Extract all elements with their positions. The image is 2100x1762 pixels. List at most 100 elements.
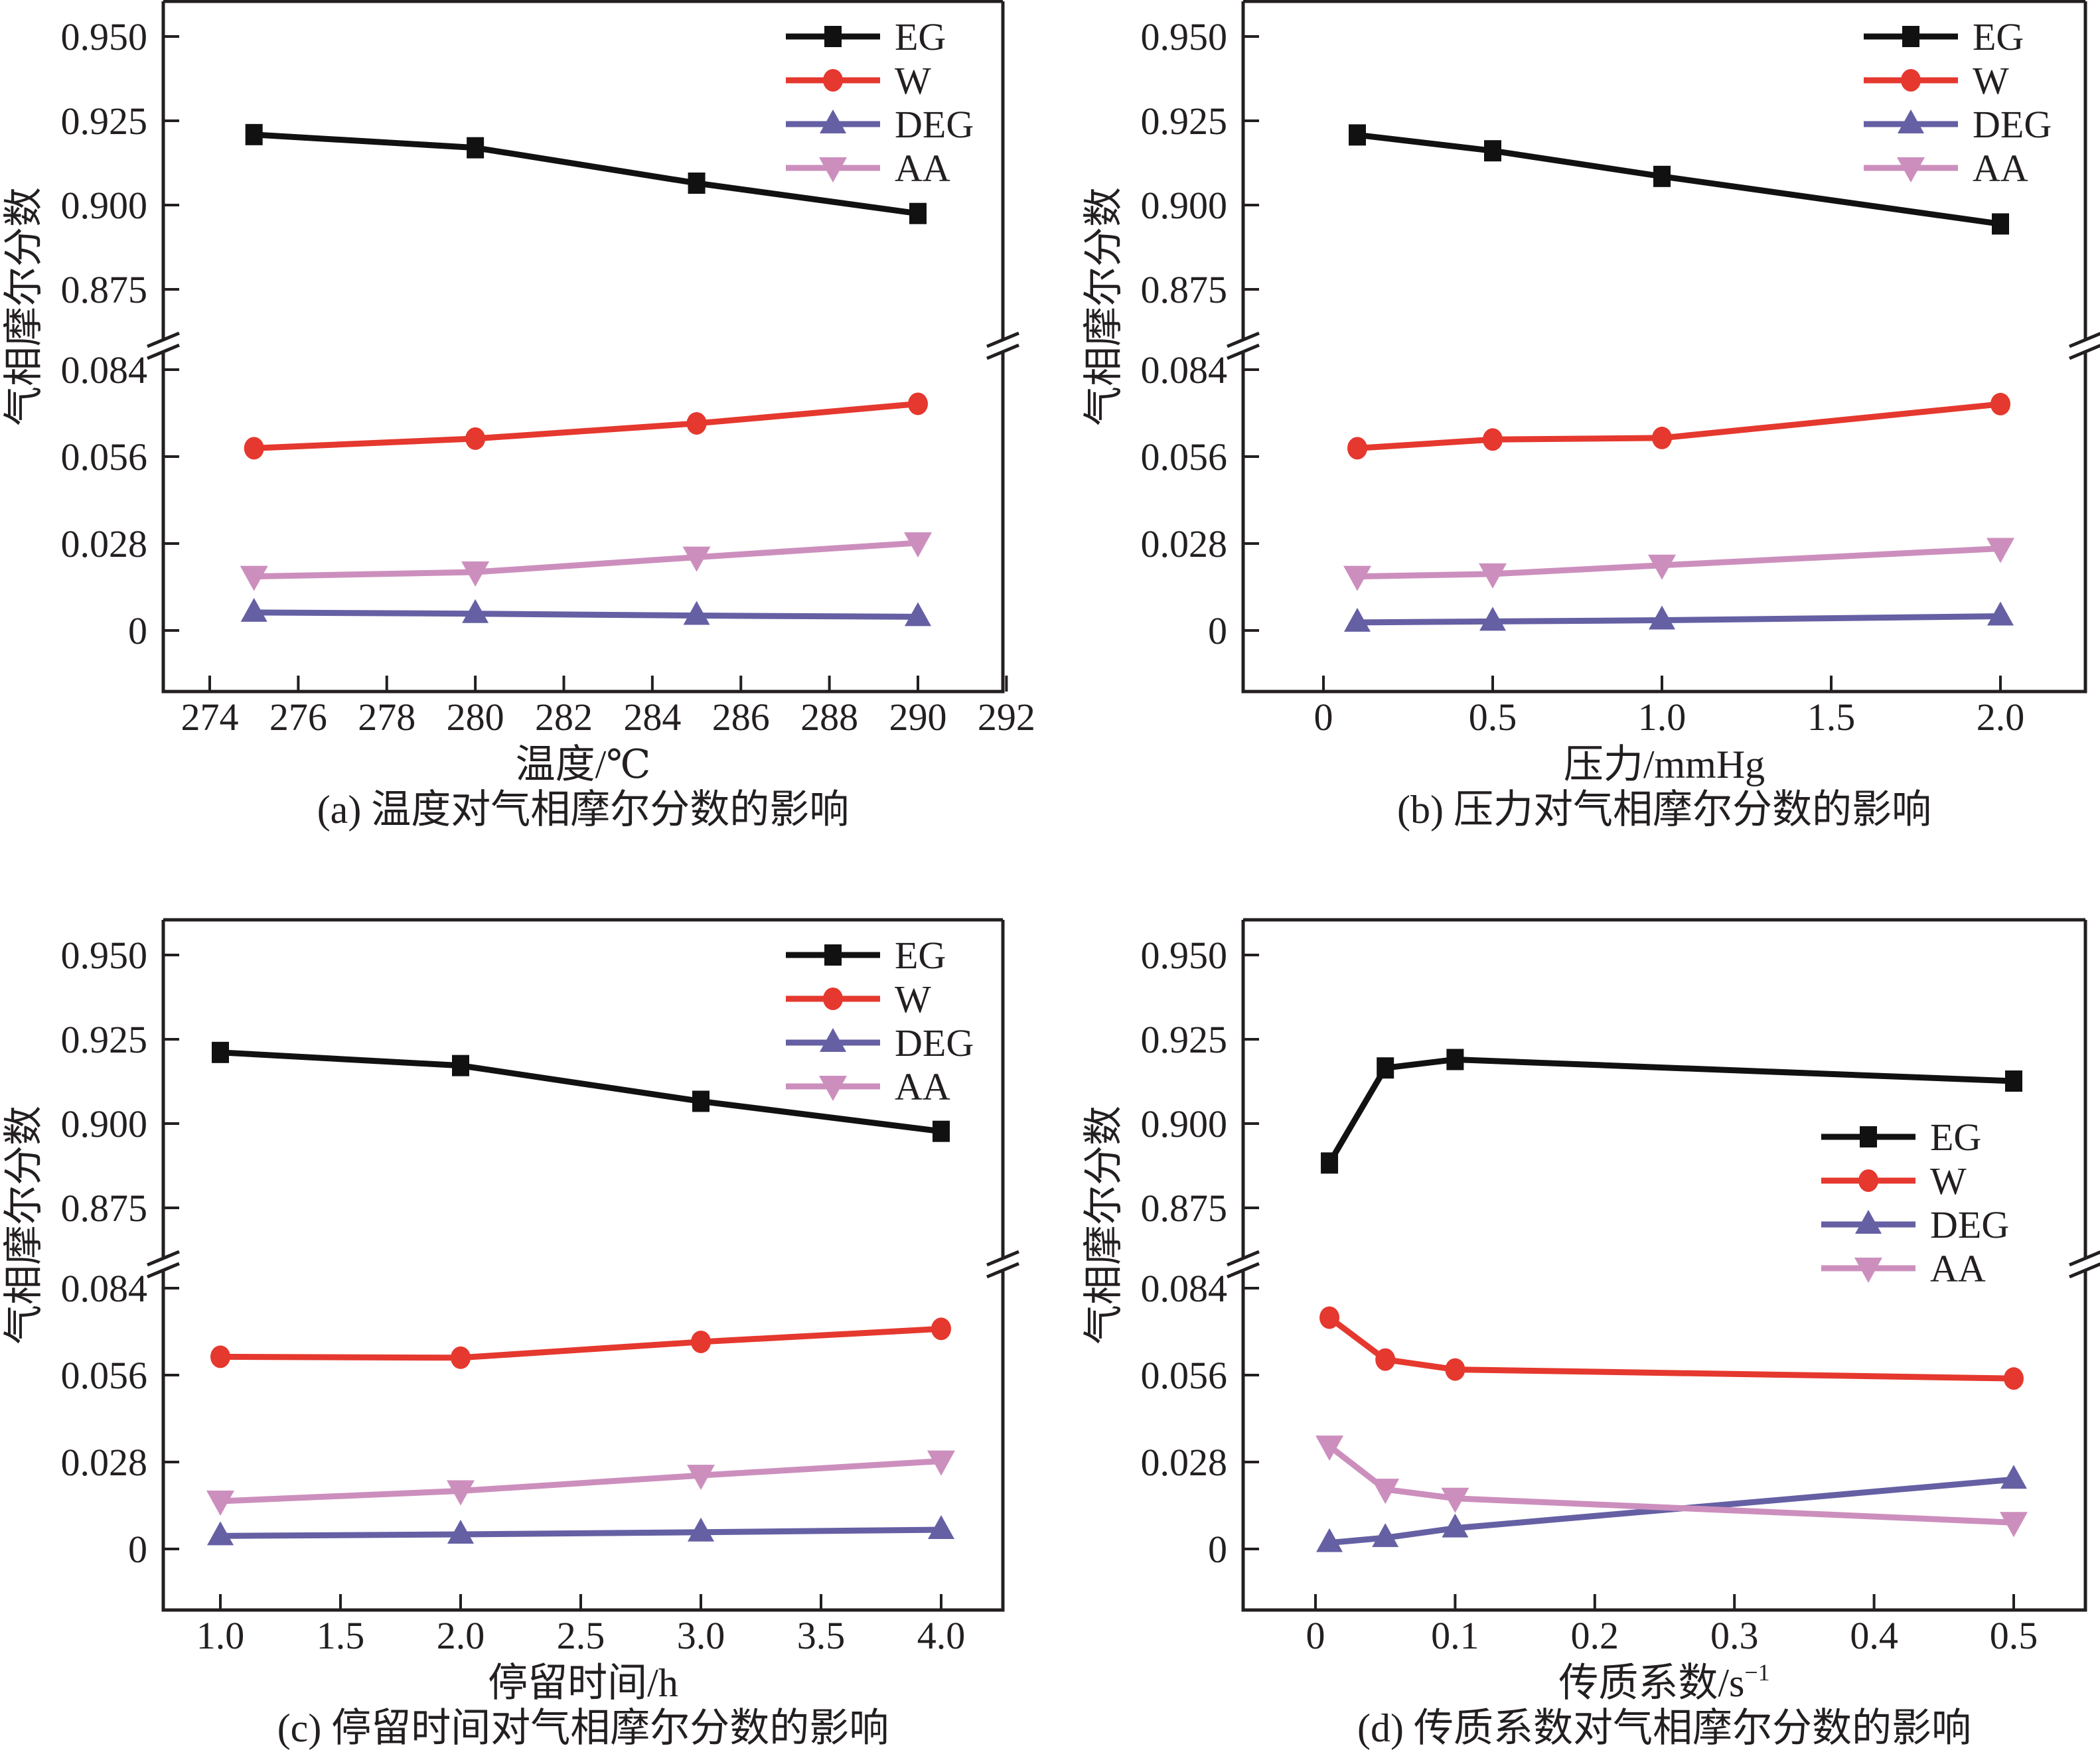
legend-circle-icon — [823, 69, 843, 92]
x-tick-label: 284 — [623, 696, 681, 739]
x-tick-label: 274 — [181, 696, 239, 739]
series-line-w — [220, 1325, 942, 1361]
legend-label: W — [895, 59, 931, 102]
legend-item-deg: DEG — [1864, 103, 2052, 146]
series-aa — [1343, 538, 2014, 591]
legend-square-icon — [1860, 1126, 1877, 1147]
legend-item-w: W — [1864, 59, 2009, 102]
series-line-eg — [254, 131, 919, 217]
panel-c: 0.950 0.925 0.900 0.875 0.084 0.056 0.028 0 1.0 1… — [2, 918, 1019, 1750]
legend-square-icon — [824, 944, 842, 966]
y-tick-label: 0.084 — [1141, 1267, 1228, 1310]
data-point-w — [451, 1346, 471, 1369]
y-tick-label: 0.900 — [1141, 1102, 1228, 1145]
legend-square-icon — [824, 26, 842, 47]
data-point-aa — [1648, 554, 1676, 580]
y-tick-label: 0.900 — [1141, 184, 1228, 227]
legend-triangle-up-icon — [1898, 110, 1924, 133]
series-deg — [207, 1514, 954, 1546]
y-tick-label: 0.028 — [1141, 522, 1228, 565]
data-point-deg — [1316, 1528, 1343, 1552]
data-point-eg — [1446, 1049, 1464, 1070]
y-tick-label: 0.925 — [61, 100, 148, 143]
data-point-deg — [928, 1514, 954, 1539]
panel-caption: (a) 温度对气相摩尔分数的影响 — [317, 788, 850, 832]
panel-a: 0.950 0.925 0.900 0.875 0.084 0.056 0.028 0 274 2… — [2, 0, 1035, 832]
y-axis-title: 气相摩尔分数 — [2, 1106, 46, 1345]
legend-circle-icon — [823, 988, 843, 1010]
legend-label: EG — [895, 934, 946, 977]
x-tick-label: 0.2 — [1571, 1614, 1619, 1657]
legend-triangle-down-icon — [819, 157, 847, 183]
data-point-eg — [452, 1055, 469, 1076]
data-point-aa — [2000, 1512, 2028, 1538]
data-point-w — [1445, 1358, 1465, 1381]
series-line-aa — [1327, 1443, 2014, 1526]
data-point-w — [1319, 1306, 1340, 1329]
data-point-aa — [1479, 563, 1507, 589]
data-point-deg — [240, 597, 267, 622]
series-line-aa — [220, 1458, 942, 1505]
series-line-deg — [254, 609, 919, 620]
y-axis-title: 气相摩尔分数 — [1082, 1106, 1126, 1345]
x-axis-title: 压力/mmHg — [1564, 743, 1765, 786]
data-point-eg — [1992, 213, 2009, 235]
x-tick-label: 4.0 — [917, 1614, 966, 1657]
data-point-deg — [1344, 607, 1371, 632]
series-line-w — [1327, 1315, 2014, 1382]
data-point-eg — [467, 137, 485, 159]
y-tick-label: 0.875 — [1141, 1187, 1228, 1230]
series-line-deg — [1329, 1476, 2014, 1546]
legend-item-aa: AA — [786, 1065, 950, 1108]
legend-square-icon — [1902, 26, 1919, 47]
series-w — [244, 392, 928, 460]
data-point-deg — [688, 1517, 714, 1542]
axis-break-icon — [147, 1250, 180, 1279]
legend-label: DEG — [895, 1021, 974, 1065]
axis-break-icon — [147, 331, 180, 360]
y-tick-label: 0.028 — [61, 1441, 148, 1484]
legend-item-aa: AA — [1864, 147, 2028, 190]
data-point-deg — [1372, 1523, 1399, 1548]
y-tick-label: 0.925 — [61, 1018, 148, 1061]
y-tick-label: 0 — [1208, 1528, 1227, 1571]
x-tick-label: 2.0 — [437, 1614, 485, 1657]
data-point-eg — [1653, 165, 1671, 187]
legend-item-deg: DEG — [1821, 1203, 2009, 1246]
legend-triangle-up-icon — [1855, 1210, 1882, 1234]
axis-break-icon — [986, 331, 1019, 360]
data-point-deg — [683, 601, 710, 625]
data-point-eg — [933, 1120, 950, 1142]
legend-item-w: W — [786, 59, 931, 102]
series-line-eg — [1327, 1056, 2014, 1165]
data-point-aa — [240, 565, 268, 591]
x-tick-label: 1.5 — [1807, 696, 1856, 739]
legend-label: EG — [1973, 15, 2024, 58]
data-point-deg — [1479, 607, 1506, 631]
series-eg — [1349, 124, 2009, 235]
x-tick-label: 2.5 — [557, 1614, 605, 1657]
data-point-eg — [692, 1090, 710, 1112]
y-tick-label: 0.925 — [1141, 100, 1228, 143]
data-point-deg — [207, 1521, 234, 1546]
y-tick-label: 0 — [128, 609, 147, 652]
y-tick-label: 0.056 — [1141, 435, 1228, 478]
x-tick-label: 282 — [535, 696, 593, 739]
data-point-w — [931, 1317, 951, 1341]
data-point-aa — [1343, 565, 1371, 591]
data-point-deg — [1987, 601, 2014, 626]
legend-triangle-down-icon — [1854, 1258, 1882, 1283]
data-point-eg — [909, 202, 927, 224]
series-line-deg — [1357, 613, 2001, 626]
data-point-eg — [1484, 140, 1501, 162]
y-axis-title: 气相摩尔分数 — [1082, 187, 1126, 426]
y-tick-label: 0.875 — [1141, 268, 1228, 311]
data-point-aa — [1371, 1479, 1400, 1505]
x-tick-label: 286 — [712, 696, 770, 739]
x-tick-label: 1.0 — [196, 1614, 245, 1657]
x-tick-label: 3.5 — [797, 1614, 846, 1657]
panel-d: 0.950 0.925 0.900 0.875 0.084 0.056 0.028 0 0 0.1… — [1082, 918, 2100, 1750]
x-axis-title: 传质系数/s−1 — [1558, 1659, 1769, 1705]
